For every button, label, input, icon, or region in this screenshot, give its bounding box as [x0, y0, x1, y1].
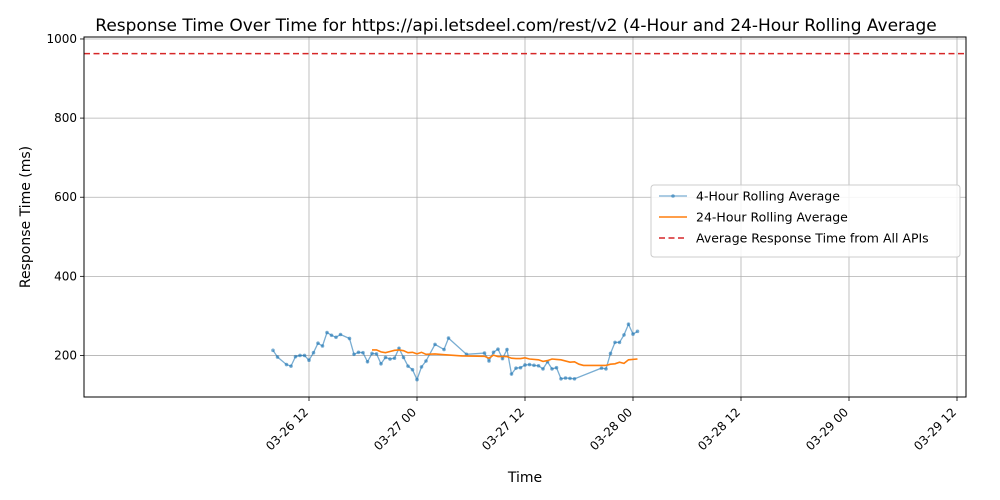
y-tick-label: 600	[54, 190, 77, 204]
x-tick-label: 03-28 00	[587, 405, 635, 453]
series-4h-point	[631, 332, 635, 336]
series-4h-point	[293, 354, 298, 359]
series-4h-point	[541, 367, 545, 371]
x-tick-label: 03-27 00	[371, 405, 419, 453]
series-4h-point	[311, 350, 316, 355]
x-tick-label: 03-26 12	[263, 405, 311, 453]
series-4h-point	[491, 350, 496, 355]
series-4h-point	[487, 359, 491, 363]
x-axis-ticks: 03-26 12 03-27 00 03-27 12 03-28 00 03-28 12…	[263, 397, 959, 453]
legend: 4-Hour Rolling Average 24-Hour Rolling Av…	[650, 184, 961, 258]
series-4h-point	[536, 363, 541, 368]
legend-frame	[650, 184, 961, 258]
series-4h-point	[613, 340, 617, 345]
series-4h-point	[604, 367, 608, 371]
x-tick-label: 03-27 12	[479, 405, 527, 453]
series-4h-point	[500, 356, 505, 361]
series-4h-point	[338, 332, 343, 337]
legend-label: 24-Hour Rolling Average	[696, 210, 848, 225]
series-4h-point	[320, 344, 325, 348]
series-4h-point	[370, 351, 374, 356]
series-4h-point	[496, 347, 500, 351]
series-4h-point	[361, 350, 365, 355]
series-4h-point	[559, 377, 563, 381]
x-tick-label: 03-29 00	[803, 405, 851, 453]
series-4h-point	[302, 353, 307, 358]
series-4h-point	[383, 355, 388, 360]
y-axis-title: Response Time (ms)	[18, 146, 34, 288]
legend-swatch-4h-marker	[671, 194, 675, 198]
x-tick-label: 03-28 12	[695, 405, 743, 453]
series-4h-point	[509, 372, 514, 376]
series-4h-point	[379, 361, 383, 366]
series-4h-point	[289, 364, 293, 368]
y-tick-label: 800	[54, 111, 77, 125]
series-4h-point	[388, 357, 392, 361]
series-4h-point	[608, 351, 613, 356]
series-4h-point	[410, 367, 415, 372]
series-4h-point	[406, 364, 410, 368]
series-4h-point	[599, 366, 604, 370]
y-tick-label: 1000	[46, 32, 77, 46]
series-4h-point	[622, 333, 626, 337]
series-4h-point	[334, 335, 338, 340]
series-4h-point	[554, 365, 559, 370]
series-4h-point	[419, 365, 424, 369]
chart-title: Response Time Over Time for https://api.…	[95, 16, 936, 36]
y-tick-label: 200	[54, 348, 77, 362]
legend-label: Average Response Time from All APIs	[696, 231, 929, 246]
series-4h-point	[523, 363, 527, 367]
series-4h-point	[316, 341, 320, 345]
series-4h-point	[298, 353, 302, 358]
series-4h-point	[275, 355, 280, 359]
legend-label: 4-Hour Rolling Average	[696, 189, 840, 204]
series-4h-point	[392, 356, 397, 361]
series-4h-point	[442, 347, 446, 352]
series-4h-point	[424, 359, 428, 363]
series-4h-point	[635, 329, 640, 334]
series-4h-point	[568, 376, 572, 381]
series-4h-point	[617, 340, 622, 345]
x-axis-title: Time	[507, 470, 542, 486]
series-4h-point	[572, 377, 577, 381]
series-4h-point	[433, 342, 437, 347]
series-24h-line	[372, 349, 638, 367]
y-axis-ticks: 200 400 600 800 1000	[46, 32, 84, 362]
series-4h-point	[307, 358, 311, 363]
series-4h-point	[401, 355, 406, 360]
series-4h-point	[550, 367, 554, 371]
series-4h-point	[365, 359, 370, 364]
series-4h-point	[374, 352, 379, 356]
series-4h-point	[532, 363, 536, 368]
series-4h-point	[284, 362, 289, 367]
series-4h-point	[271, 348, 275, 353]
series-4h-point	[514, 366, 518, 370]
series-4h-point	[329, 333, 334, 338]
series-4h-point	[347, 336, 352, 341]
series-4h-point	[527, 362, 532, 367]
series-4h-point	[626, 322, 631, 327]
series-4h-point	[415, 377, 419, 382]
series-4h-point	[482, 351, 487, 355]
series-4h-point	[325, 330, 329, 335]
series-4h-point	[356, 350, 361, 355]
series-4h-point	[352, 352, 356, 357]
series-4h-point	[446, 336, 451, 340]
series-4h-point	[505, 347, 509, 352]
series-4h-point	[563, 376, 568, 380]
series-4h-point	[518, 365, 523, 370]
series-layer	[271, 322, 640, 382]
x-tick-label: 03-29 12	[911, 405, 959, 453]
y-tick-label: 400	[54, 269, 77, 283]
